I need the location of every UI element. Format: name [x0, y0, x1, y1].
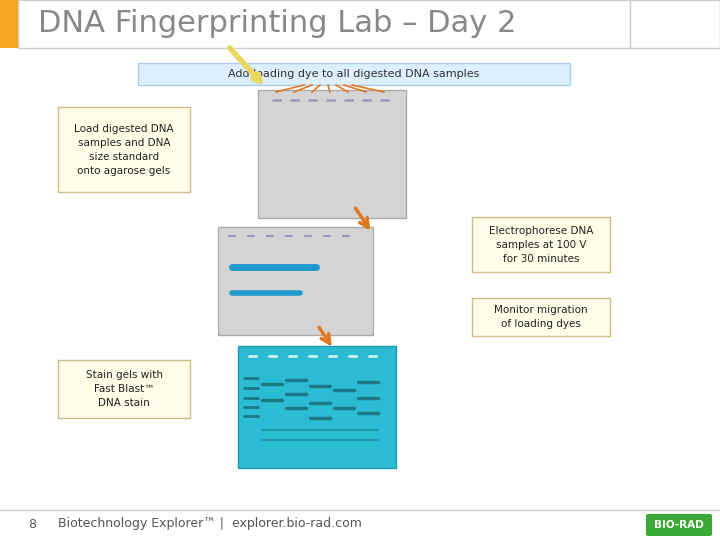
Bar	[472, 217, 610, 272]
Text: Load digested DNA
samples and DNA
size standard
onto agarose gels: Load digested DNA samples and DNA size s…	[74, 124, 174, 176]
Bar	[0, 0, 18, 48]
FancyBboxPatch shape	[646, 514, 712, 536]
Bar	[258, 90, 406, 218]
Text: Stain gels with
Fast Blast™
DNA stain: Stain gels with Fast Blast™ DNA stain	[86, 370, 163, 408]
Text: Monitor migration
of loading dyes: Monitor migration of loading dyes	[494, 305, 588, 329]
Text: 8: 8	[28, 517, 36, 530]
Text: BIO-RAD: BIO-RAD	[654, 520, 704, 530]
Text: Electrophorese DNA
samples at 100 V
for 30 minutes: Electrophorese DNA samples at 100 V for …	[489, 226, 593, 264]
Bar	[630, 0, 720, 48]
Bar	[58, 107, 190, 192]
Text: DNA Fingerprinting Lab – Day 2: DNA Fingerprinting Lab – Day 2	[38, 10, 516, 38]
Text: Add loading dye to all digested DNA samples: Add loading dye to all digested DNA samp…	[228, 69, 480, 79]
Bar	[58, 360, 190, 418]
Text: Biotechnology Explorer™ |  explorer.bio-rad.com: Biotechnology Explorer™ | explorer.bio-r…	[58, 517, 362, 530]
Bar	[238, 346, 396, 468]
Bar	[218, 227, 373, 335]
Bar	[18, 0, 630, 48]
Bar	[138, 63, 570, 85]
Bar	[472, 298, 610, 336]
